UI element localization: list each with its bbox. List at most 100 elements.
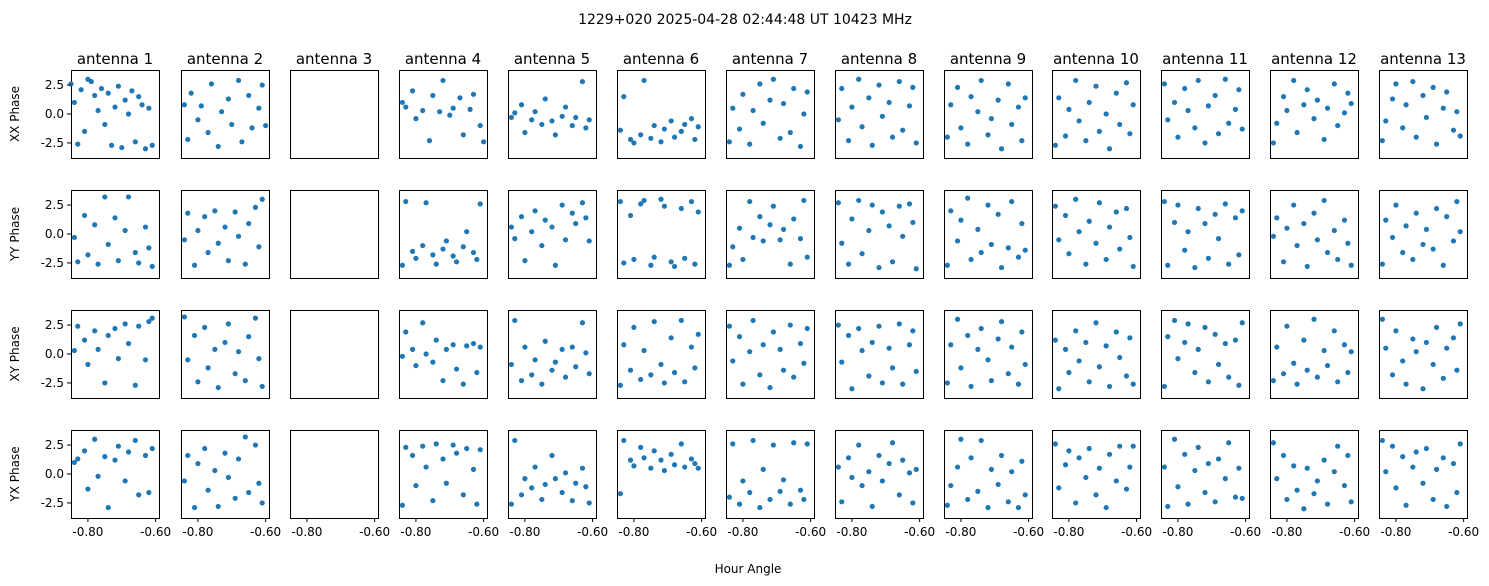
data-point [529,229,535,235]
data-point [1270,378,1276,384]
data-point [119,144,125,151]
data-point [688,456,695,462]
panel-frame [617,70,706,159]
data-point [879,209,885,215]
data-point [641,455,647,461]
data-point [1161,464,1167,470]
panel-frame [835,190,924,279]
data-point [1086,445,1092,452]
scatter-points [1379,437,1463,510]
panel-frame [290,430,379,519]
data-point [1171,436,1178,442]
data-point [529,117,535,123]
data-point [470,340,477,347]
data-point [1192,369,1198,376]
data-point [1457,133,1463,139]
data-point [1379,437,1385,444]
data-point [532,357,538,363]
data-point [1420,386,1426,392]
data-point [1389,234,1396,241]
data-point [1321,347,1327,354]
data-point [1113,478,1119,484]
data-point [995,481,1001,488]
data-point [948,482,954,489]
data-point [1314,97,1320,103]
data-point [552,359,558,365]
data-point [692,460,698,467]
data-point [1226,374,1232,380]
data-point [1383,118,1389,124]
data-point [232,371,238,377]
panel-r1-c2: antenna 2 [181,50,270,159]
data-point [549,367,555,373]
scatter-points [726,437,810,511]
data-point [750,317,756,324]
data-point [252,442,259,448]
data-point [508,361,514,368]
data-point [470,249,477,256]
data-point [1165,503,1171,510]
panel-r2-c5 [508,190,597,279]
data-point [876,264,882,271]
data-point [205,129,211,136]
data-point [1222,76,1228,82]
data-point [913,368,919,374]
data-point [532,109,538,115]
scatter-points [835,76,919,148]
x-tick-label: -0.80 [1162,525,1193,539]
data-point [522,258,528,264]
data-point [205,487,211,493]
data-point [92,436,98,442]
data-point [185,357,191,363]
data-point [1086,379,1092,385]
data-point [849,104,855,110]
scatter-points [399,441,483,508]
data-point [474,501,480,507]
data-point [627,367,634,373]
panel-r1-c3: antenna 3 [290,50,379,159]
data-point [730,105,736,111]
scatter-points [835,197,919,272]
data-point [791,85,797,92]
x-tick-label: -0.80 [727,525,758,539]
data-point [477,201,483,207]
data-point [539,121,545,128]
data-point [1410,464,1416,470]
data-point [464,229,470,235]
data-point [409,88,416,94]
data-point [1393,202,1399,208]
data-point [767,222,773,228]
data-point [1019,329,1025,335]
data-point [569,344,575,350]
data-point [222,450,228,456]
data-point [191,262,198,268]
data-point [1345,240,1351,246]
data-point [1022,361,1028,368]
data-point [1280,371,1287,377]
x-tick-label: -0.80 [618,525,649,539]
data-point [1270,233,1276,239]
data-point [1430,246,1436,252]
data-point [1331,328,1337,334]
x-tick-label: -0.80 [400,525,431,539]
data-point [1232,494,1239,500]
data-point [1096,465,1102,471]
panel-r4-c9: -0.80 -0.60 [944,430,1044,539]
data-point [433,337,439,343]
scatter-points [1270,316,1354,387]
data-point [617,127,623,133]
data-point [1413,349,1419,355]
data-point [122,321,128,327]
panel-frame [1161,310,1250,399]
data-point [552,476,558,482]
data-point [1236,465,1242,471]
scatter-points [1052,196,1136,270]
data-point [102,380,108,386]
data-point [757,214,763,220]
data-point [1062,212,1069,219]
data-point [797,236,804,242]
x-tick-label: -0.60 [1339,525,1370,539]
data-point [1450,238,1457,244]
data-point [1389,443,1396,449]
data-point [638,132,644,138]
